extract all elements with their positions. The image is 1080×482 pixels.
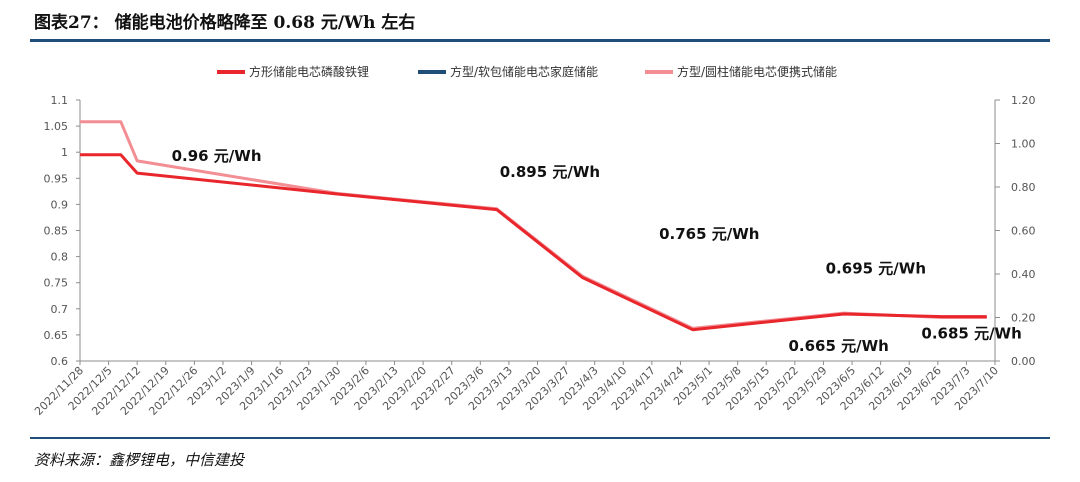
price-annotation: 0.96 元/Wh — [172, 147, 262, 165]
y-tick-label: 0.9 — [51, 198, 69, 211]
y-right-tick-label: 0.00 — [1011, 355, 1036, 368]
legend-label: 方形储能电芯磷酸铁锂 — [249, 64, 369, 79]
y-right-tick-label: 1.00 — [1011, 138, 1036, 151]
y-right-tick-label: 0.60 — [1011, 225, 1036, 238]
y-tick-label: 0.6 — [51, 355, 69, 368]
figure-title: 图表27： 储能电池价格略降至 0.68 元/Wh 左右 — [34, 13, 416, 33]
y-tick-label: 1 — [61, 146, 68, 159]
chart-annotations: 0.96 元/Wh 0.895 元/Wh 0.765 元/Wh 0.695 元/Wh 0… — [172, 147, 1022, 355]
price-annotation: 0.765 元/Wh — [659, 225, 759, 243]
y-tick-label: 0.75 — [44, 277, 69, 290]
y-tick-label: 0.65 — [44, 329, 69, 342]
price-annotation: 0.895 元/Wh — [500, 163, 600, 181]
legend-label: 方型/软包储能电芯家庭储能 — [450, 64, 598, 79]
price-annotation: 0.685 元/Wh — [921, 325, 1021, 343]
y-right-tick-label: 1.20 — [1011, 94, 1036, 107]
source-note: 资料来源：鑫椤锂电，中信建投 — [34, 451, 245, 469]
y-tick-label: 0.85 — [44, 225, 69, 238]
price-annotation: 0.665 元/Wh — [788, 337, 888, 355]
y-tick-label: 0.7 — [51, 303, 69, 316]
y-right-tick-label: 0.40 — [1011, 268, 1036, 281]
y-tick-label: 1.05 — [44, 120, 69, 133]
price-annotation: 0.695 元/Wh — [826, 259, 926, 277]
y-tick-label: 0.8 — [51, 251, 69, 264]
y-tick-label: 1.1 — [51, 94, 69, 107]
top-rule — [30, 39, 1050, 42]
legend-label: 方型/圆柱储能电芯便携式储能 — [677, 64, 837, 79]
series-line-1 — [80, 153, 987, 332]
bottom-rule — [30, 437, 1050, 439]
y-tick-label: 0.95 — [44, 172, 69, 185]
chart-axes: 1.1 1.05 1 0.95 0.9 0.85 0.8 0.75 0.7 0.65 0.6 1.20… — [32, 94, 1035, 418]
chart-lines — [80, 120, 987, 332]
y-right-tick-label: 0.20 — [1011, 312, 1036, 325]
chart-legend: 方形储能电芯磷酸铁锂 方型/软包储能电芯家庭储能 方型/圆柱储能电芯便携式储能 — [217, 64, 837, 79]
y-right-tick-label: 0.80 — [1011, 181, 1036, 194]
